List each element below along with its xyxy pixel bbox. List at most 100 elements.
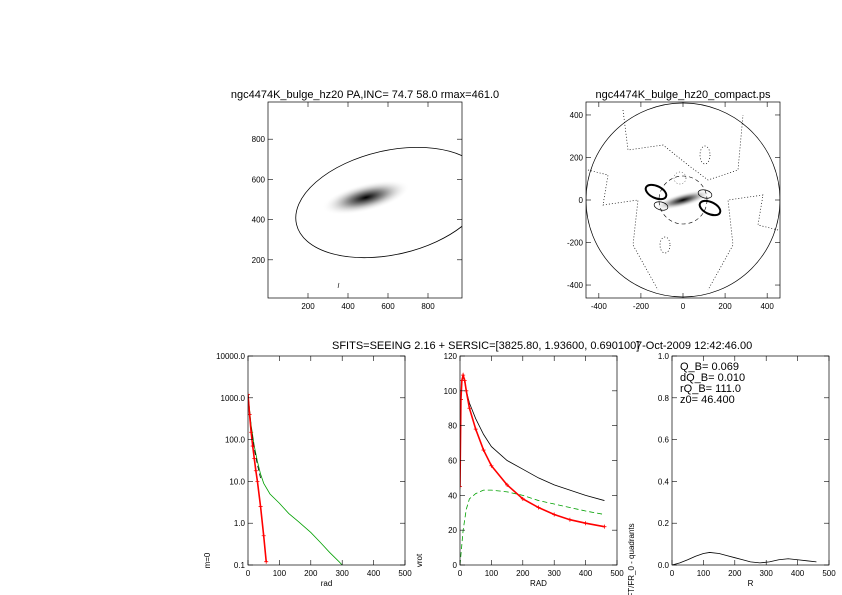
- galaxy-image: [653, 189, 713, 211]
- y-tick-label: 1000.0: [221, 394, 246, 403]
- x-tick-label: 100: [273, 569, 287, 578]
- marker: [552, 512, 557, 517]
- y-tick-label: 0.8: [658, 394, 670, 403]
- marker: [462, 378, 467, 383]
- y-tick-label: 1.0: [658, 352, 670, 361]
- y-tick-label: 0: [453, 561, 458, 570]
- panel: 0 100 200 300 400 500 0.0 0.2 0.4 0.6 0.8 1.0 R FT/FR…: [627, 352, 836, 595]
- x-axis-label: RAD: [530, 579, 547, 588]
- panel: 0 100 200 300 400 500 0.1 1.0 10.0 100.0 1000.0 100…: [203, 352, 412, 588]
- x-tick-label: 500: [822, 569, 836, 578]
- marker: [489, 463, 494, 468]
- marker: [505, 482, 510, 487]
- series-line: [460, 489, 605, 565]
- y-tick-label: 0.0: [658, 561, 670, 570]
- x-tick-label: 400: [579, 569, 593, 578]
- x-tick-label: 400: [791, 569, 805, 578]
- x-tick-label: 400: [341, 302, 355, 311]
- y-tick-label: 100.0: [225, 436, 246, 445]
- tick-stub: [337, 282, 340, 289]
- marker: [255, 479, 260, 484]
- marker: [261, 533, 266, 538]
- x-axis-label: R: [748, 579, 754, 588]
- marker: [249, 430, 254, 435]
- marker: [250, 444, 255, 449]
- x-tick-label: 0: [681, 302, 686, 311]
- y-tick-label: 200: [252, 256, 266, 265]
- x-tick-label: 500: [610, 569, 624, 578]
- y-tick-label: 10.0: [229, 477, 245, 486]
- y-tick-label: 0.4: [658, 477, 670, 486]
- x-tick-label: 600: [381, 302, 395, 311]
- suptitle: SFITS=SEEING 2.16 + SERSIC=[3825.80, 1.9…: [332, 340, 639, 352]
- y-tick-label: 1.0: [234, 519, 246, 528]
- marker: [460, 484, 462, 489]
- contour: [697, 189, 713, 199]
- annotation: rQ_B= 111.0: [680, 383, 741, 395]
- plot-area: [460, 372, 607, 565]
- x-tick-label: 800: [421, 302, 435, 311]
- x-tick-label: 400: [760, 302, 774, 311]
- y-tick-label: -400: [567, 281, 584, 290]
- contour: [673, 171, 687, 185]
- panel: ngc4474K_bulge_hz20 PA,INC= 74.7 58.0 rm…: [231, 89, 499, 311]
- x-tick-label: 200: [728, 569, 742, 578]
- series-line: [460, 375, 605, 501]
- y-tick-label: 0: [579, 196, 584, 205]
- annotation: Q_B= 0.069: [680, 361, 739, 373]
- rmax-ellipse: [295, 146, 462, 259]
- marker: [467, 406, 472, 411]
- contour: [653, 201, 669, 211]
- frame: [459, 355, 618, 566]
- marker: [461, 373, 466, 378]
- x-tick-label: 300: [760, 569, 774, 578]
- y-tick-label: -200: [567, 239, 584, 248]
- y-axis-label: FT/FR_0 - quadrants: [627, 523, 636, 595]
- y-tick-label: 60: [448, 457, 457, 466]
- y-tick-label: 10000.0: [216, 352, 245, 361]
- marker: [264, 559, 269, 564]
- x-tick-label: 400: [367, 569, 381, 578]
- y-tick-label: 400: [252, 216, 266, 225]
- marker: [567, 517, 572, 522]
- contour: [659, 236, 671, 254]
- marker: [252, 456, 257, 461]
- x-tick-label: 100: [697, 569, 711, 578]
- x-tick-label: 0: [246, 569, 251, 578]
- chart-title: ngc4474K_bulge_hz20 PA,INC= 74.7 58.0 rm…: [231, 89, 499, 101]
- contour: [644, 183, 668, 201]
- y-tick-label: 200: [570, 153, 584, 162]
- panel: 0 100 200 300 400 500 0 20 40 60 80 100 120 RAD vrot: [415, 352, 624, 588]
- y-tick-label: 120: [444, 352, 458, 361]
- x-tick-label: 300: [336, 569, 350, 578]
- y-tick-label: 0.1: [234, 561, 246, 570]
- y-tick-label: 40: [448, 491, 457, 500]
- y-tick-label: 80: [448, 422, 457, 431]
- marker: [520, 496, 525, 501]
- x-tick-label: -200: [633, 302, 650, 311]
- series-line: [248, 394, 343, 565]
- y-tick-label: 800: [252, 135, 266, 144]
- frame: [671, 355, 830, 566]
- plot-area: [672, 552, 817, 565]
- marker: [460, 397, 463, 402]
- x-tick-label: 500: [398, 569, 412, 578]
- timestamp: 7-Oct-2009 12:42:46.00: [636, 340, 752, 352]
- x-tick-label: -400: [591, 302, 608, 311]
- x-tick-label: 0: [670, 569, 675, 578]
- annotation: z0= 46.400: [680, 394, 735, 406]
- marker: [602, 524, 607, 529]
- annotation: dQ_B= 0.010: [680, 372, 745, 384]
- contour: [698, 199, 722, 217]
- y-axis-label: vrot: [415, 553, 424, 567]
- marker: [248, 392, 250, 397]
- y-tick-label: 20: [448, 526, 457, 535]
- marker: [258, 504, 263, 509]
- frame: [267, 101, 463, 299]
- y-tick-label: 0.6: [658, 436, 670, 445]
- series-line: [460, 372, 605, 528]
- x-tick-label: 200: [304, 569, 318, 578]
- x-tick-label: 200: [516, 569, 530, 578]
- series-line: [248, 394, 268, 562]
- y-tick-label: 100: [444, 387, 458, 396]
